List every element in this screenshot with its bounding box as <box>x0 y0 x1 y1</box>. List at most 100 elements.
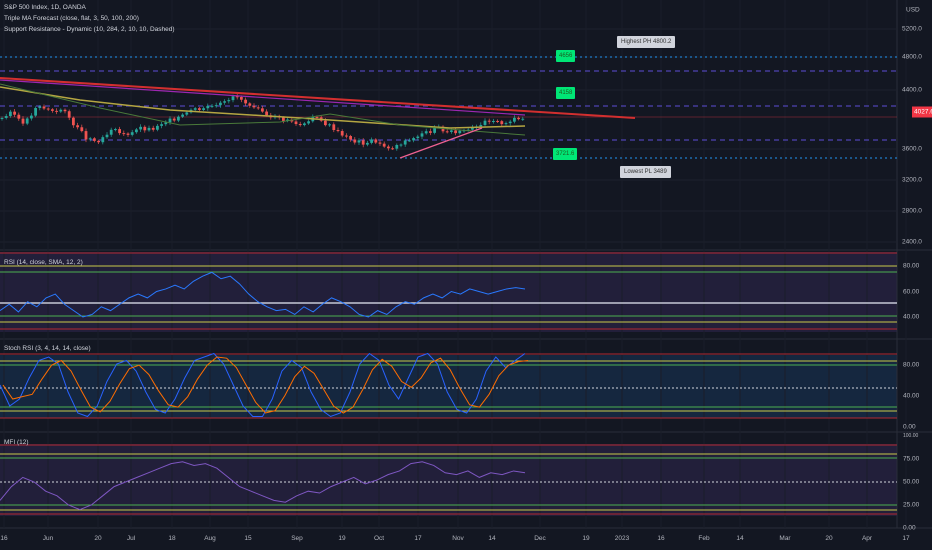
time-axis-label[interactable]: Nov <box>452 535 464 542</box>
candle-body <box>0 117 4 119</box>
candle-body <box>244 99 247 104</box>
candle-body <box>88 138 92 140</box>
symbol-title[interactable]: S&P 500 Index, 1D, OANDA <box>4 4 86 11</box>
candle-body <box>424 131 428 134</box>
candle-body <box>156 125 159 130</box>
candle-body <box>387 146 390 149</box>
currency-label[interactable]: USD <box>906 6 920 14</box>
candle-body <box>416 136 420 139</box>
candle-body <box>181 114 184 117</box>
price-axis-label[interactable]: 3200.0 <box>902 176 922 184</box>
support-label: 3721.6 <box>553 148 578 160</box>
time-axis-label[interactable]: Sep <box>291 535 303 542</box>
time-axis-label[interactable]: Dec <box>534 535 546 542</box>
candle-body <box>223 101 226 103</box>
candle-body <box>513 117 516 122</box>
mfi-line <box>0 461 526 511</box>
candle-body <box>500 121 504 125</box>
mfi-axis-label[interactable]: 50.00 <box>903 478 920 486</box>
price-axis-label[interactable]: 5200.0 <box>902 25 922 33</box>
candle-body <box>67 111 71 118</box>
time-axis-label[interactable]: Mar <box>779 535 791 542</box>
resistance-label: 4158 <box>556 87 576 99</box>
price-axis-label[interactable]: 4400.0 <box>902 86 922 94</box>
time-axis-label[interactable]: 18 <box>168 535 176 542</box>
price-axis-label[interactable]: 4800.0 <box>902 53 922 61</box>
candle-body <box>357 140 361 143</box>
stoch-axis-label[interactable]: 40.00 <box>903 392 920 400</box>
candle-body <box>139 126 142 130</box>
time-axis-label[interactable]: Feb <box>698 535 710 542</box>
candle-body <box>21 118 25 124</box>
candle-body <box>345 135 348 137</box>
candle-body <box>177 116 180 121</box>
highest-pivot-label: Highest PH 4800.2 <box>617 36 676 48</box>
time-axis-label[interactable]: Jul <box>126 535 136 542</box>
mfi-axis-label[interactable]: 25.00 <box>903 501 920 509</box>
candle-body <box>76 125 79 128</box>
rsi-axis-label[interactable]: 80.00 <box>903 262 920 270</box>
time-axis-label[interactable]: 15 <box>244 535 252 542</box>
candle-body <box>109 129 113 135</box>
indicator-support-resistance[interactable]: Support Resistance - Dynamic (10, 284, 2… <box>4 26 175 33</box>
mfi-title[interactable]: MFI (12) <box>4 439 29 446</box>
time-axis-label[interactable]: 16 <box>0 535 8 542</box>
stoch-axis-label[interactable]: 0.00 <box>903 423 916 431</box>
candle-body <box>164 122 168 125</box>
candle-body <box>42 106 46 109</box>
candle-body <box>454 130 457 134</box>
time-axis-label[interactable]: 2023 <box>614 535 630 542</box>
resistance-label: 4656 <box>556 50 576 62</box>
candle-body <box>307 121 310 124</box>
candle-body <box>479 124 483 127</box>
mfi-axis-label[interactable]: 0.00 <box>903 524 916 532</box>
price-axis-label[interactable]: 2400.0 <box>902 238 922 246</box>
candle-body <box>261 108 264 112</box>
stoch-d-line <box>2 356 529 414</box>
time-axis-label[interactable]: Oct <box>373 535 385 542</box>
time-axis-label[interactable]: 20 <box>825 535 833 542</box>
candle-body <box>25 118 29 124</box>
stoch-rsi-title[interactable]: Stoch RSI (3, 4, 14, 14, close) <box>4 345 91 352</box>
time-axis-label[interactable]: 17 <box>414 535 422 542</box>
mfi-axis-label[interactable]: 75.00 <box>903 455 920 463</box>
time-axis-label[interactable]: 19 <box>582 535 590 542</box>
time-axis-label[interactable]: 17 <box>902 535 910 542</box>
candle-body <box>235 96 239 98</box>
candle-body <box>93 138 96 141</box>
candle-body <box>59 109 63 112</box>
candle-body <box>483 120 487 125</box>
time-axis-label[interactable]: 14 <box>736 535 744 542</box>
time-axis-label[interactable]: Jun <box>42 535 54 542</box>
rsi-title[interactable]: RSI (14, close, SMA, 12, 2) <box>4 259 83 266</box>
stoch-k-line <box>0 352 526 418</box>
time-axis-label[interactable]: 14 <box>488 535 496 542</box>
mfi-axis-label[interactable]: 100.00 <box>903 433 919 439</box>
candle-body <box>168 118 172 123</box>
current-price-tag: 4027.6 <box>912 106 932 118</box>
time-axis-label[interactable]: Aug <box>204 535 216 542</box>
indicator-triple-ma[interactable]: Triple MA Forecast (close, flat, 3, 50, … <box>4 15 139 22</box>
candle-body <box>256 107 260 109</box>
candle-body <box>353 139 357 143</box>
candle-body <box>13 111 16 115</box>
stoch-axis-label[interactable]: 80.00 <box>903 361 920 369</box>
price-axis-label[interactable]: 2800.0 <box>902 207 922 215</box>
ma-yellow-line <box>0 86 526 129</box>
candle-body <box>4 116 8 118</box>
time-axis-label[interactable]: 19 <box>338 535 346 542</box>
time-axis-label[interactable]: 16 <box>657 535 665 542</box>
rsi-axis-label[interactable]: 60.00 <box>903 288 920 296</box>
rsi-axis-label[interactable]: 40.00 <box>903 313 920 321</box>
candle-body <box>214 105 218 107</box>
candle-body <box>395 144 399 149</box>
candle-body <box>9 111 12 117</box>
price-axis-label[interactable]: 3600.0 <box>902 145 922 153</box>
candle-body <box>282 117 285 121</box>
candle-body <box>340 131 344 136</box>
time-axis-label[interactable]: Apr <box>861 535 873 542</box>
candle-body <box>219 102 222 106</box>
candle-body <box>471 127 474 130</box>
time-axis-label[interactable]: 20 <box>94 535 102 542</box>
